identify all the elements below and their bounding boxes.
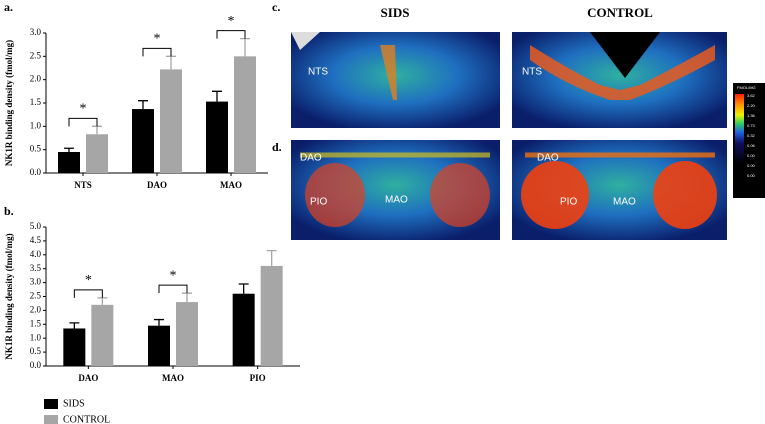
significance-bracket <box>158 284 188 294</box>
colorbar-tick: 0.73 <box>747 123 756 128</box>
y-tick-label: 4.5 <box>30 235 42 245</box>
bar <box>91 304 114 366</box>
significance-label: * <box>85 273 92 288</box>
significance-label: * <box>80 102 87 117</box>
colorbar-tick: 0.06 <box>747 143 756 148</box>
region-label: PIO <box>310 197 327 208</box>
panel-label: d. <box>272 140 282 154</box>
image-c-control <box>512 32 727 128</box>
colorbar-tick: 3.62 <box>747 93 756 98</box>
y-tick-label: 2.5 <box>30 291 42 301</box>
y-tick-label: 3.5 <box>30 263 42 273</box>
error-bar <box>212 90 222 102</box>
colorbar-tick: 0.00 <box>747 163 756 168</box>
error-bar <box>266 249 277 266</box>
significance-label: * <box>170 268 177 283</box>
colorbar-tick: 0.32 <box>747 133 756 138</box>
x-tick-label: MAO <box>162 373 184 383</box>
bar <box>206 101 228 173</box>
bar <box>86 134 108 173</box>
bar <box>260 265 283 366</box>
x-tick-label: DAO <box>147 180 167 190</box>
y-tick-label: 2.0 <box>30 304 42 314</box>
region-label: MAO <box>385 195 408 206</box>
x-tick-label: DAO <box>78 373 98 383</box>
panel-label: b. <box>4 204 14 218</box>
y-tick-label: 5.0 <box>30 221 42 231</box>
x-tick-label: PIO <box>250 373 266 383</box>
image-d-sids <box>291 140 500 240</box>
legend-swatch <box>44 415 58 424</box>
image-d-control <box>512 140 727 240</box>
significance-label: * <box>228 14 235 29</box>
legend-label: SIDS <box>63 398 85 409</box>
error-bar <box>240 37 250 57</box>
bar <box>63 328 86 366</box>
region-label: NTS <box>308 67 328 78</box>
colorbar-tick: 1.36 <box>747 113 756 118</box>
x-tick-label: NTS <box>74 180 92 190</box>
y-tick-label: 4.0 <box>30 249 42 259</box>
y-tick-label: 1.5 <box>30 318 42 328</box>
y-tick-label: 1.5 <box>30 97 42 107</box>
bar <box>148 325 170 366</box>
error-bar <box>182 292 192 303</box>
legend-swatch <box>44 399 58 409</box>
error-bar <box>97 297 108 305</box>
colorbar-tick: 2.20 <box>747 103 756 108</box>
bar <box>58 152 80 173</box>
y-tick-label: 0.0 <box>30 360 42 370</box>
region-label: NTS <box>522 67 542 78</box>
column-title: CONTROL <box>587 5 653 20</box>
colorbar-tick: 0.00 <box>747 173 756 178</box>
significance-bracket <box>142 47 172 57</box>
colorbar-title: FMOL/MG <box>737 85 756 90</box>
y-tick-label: 2.0 <box>30 74 42 84</box>
significance-bracket <box>68 117 98 127</box>
y-tick-label: 3.0 <box>30 277 42 287</box>
error-bar <box>69 322 80 329</box>
error-bar <box>92 125 102 135</box>
error-bar <box>154 318 164 326</box>
error-bar <box>64 147 74 152</box>
error-bar <box>138 100 148 110</box>
bar <box>234 56 256 174</box>
colorbar-tick: 0.00 <box>747 153 756 158</box>
significance-label: * <box>154 32 161 47</box>
x-tick-label: MAO <box>220 180 242 190</box>
y-tick-label: 2.5 <box>30 50 42 60</box>
y-tick-label: 0.5 <box>30 346 42 356</box>
legend-label: CONTROL <box>63 414 110 424</box>
significance-bracket <box>216 30 246 39</box>
y-tick-label: 0.5 <box>30 144 42 154</box>
panel-label: c. <box>272 0 280 14</box>
image-c-sids <box>291 32 500 128</box>
region-label: DAO <box>537 153 559 164</box>
panel-label: a. <box>4 0 13 14</box>
y-tick-label: 0.0 <box>30 167 42 177</box>
column-title: SIDS <box>381 5 410 20</box>
bar <box>232 293 255 366</box>
y-tick-label: 3.0 <box>30 27 42 37</box>
bar <box>176 302 198 366</box>
region-label: MAO <box>613 197 636 208</box>
region-label: PIO <box>560 197 577 208</box>
significance-bracket <box>73 289 103 298</box>
y-axis-label: NK1R binding density (fmol/mg) <box>4 40 14 166</box>
error-bar <box>238 283 249 294</box>
y-axis-label: NK1R binding density (fmol/mg) <box>4 233 14 359</box>
y-tick-label: 1.0 <box>30 332 42 342</box>
bar <box>160 69 182 173</box>
error-bar <box>166 55 176 70</box>
bar <box>132 109 154 173</box>
y-tick-label: 1.0 <box>30 120 42 130</box>
region-label: DAO <box>300 153 322 164</box>
colorbar <box>733 83 765 198</box>
